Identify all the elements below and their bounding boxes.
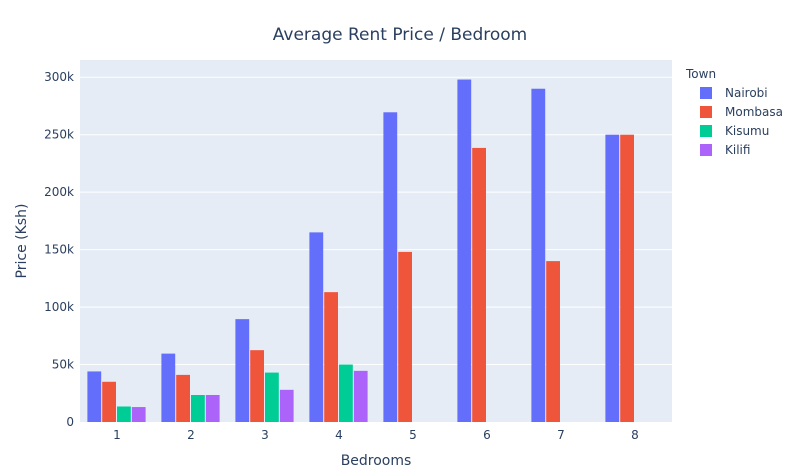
legend-swatch: [700, 144, 712, 156]
x-axis-title: Bedrooms: [341, 453, 412, 469]
bar-kisumu-4[interactable]: [339, 364, 353, 422]
x-tick-label: 4: [335, 428, 343, 442]
x-tick-label: 2: [187, 428, 195, 442]
legend-label: Kilifi: [725, 143, 750, 157]
y-tick-label: 100k: [44, 300, 74, 314]
bar-mombasa-4[interactable]: [324, 292, 338, 422]
y-tick-label: 150k: [44, 243, 74, 257]
x-tick-label: 3: [261, 428, 269, 442]
bar-kilifi-4[interactable]: [353, 370, 368, 422]
legend-swatch: [700, 106, 712, 118]
bar-nairobi-5[interactable]: [383, 112, 398, 423]
bar-mombasa-2[interactable]: [176, 374, 190, 422]
y-tick-label: 0: [66, 415, 74, 429]
bar-mombasa-7[interactable]: [546, 261, 560, 422]
chart-title: Average Rent Price / Bedroom: [273, 25, 527, 45]
legend-swatch: [700, 125, 712, 137]
bar-nairobi-8[interactable]: [605, 134, 620, 422]
y-axis-title: Price (Ksh): [14, 204, 30, 279]
bar-nairobi-1[interactable]: [87, 371, 102, 422]
bar-nairobi-4[interactable]: [309, 232, 324, 422]
plot-background: [80, 60, 672, 422]
x-tick-label: 7: [557, 428, 565, 442]
bar-nairobi-2[interactable]: [161, 353, 176, 422]
bar-kisumu-1[interactable]: [117, 406, 131, 422]
x-axis-ticks: 1 2 3 4 5 6 7 8: [113, 428, 639, 442]
x-tick-label: 5: [409, 428, 417, 442]
legend-label: Nairobi: [725, 86, 768, 100]
legend-item-kilifi[interactable]: Kilifi: [700, 143, 750, 157]
bar-mombasa-3[interactable]: [250, 350, 264, 422]
bar-mombasa-8[interactable]: [620, 134, 634, 422]
legend-title: Town: [685, 67, 716, 81]
bar-kilifi-2[interactable]: [205, 394, 220, 422]
legend-swatch: [700, 87, 712, 99]
legend-item-mombasa[interactable]: Mombasa: [700, 105, 783, 119]
bars: [87, 79, 634, 423]
y-tick-label: 250k: [44, 128, 74, 142]
bar-nairobi-6[interactable]: [457, 79, 472, 423]
legend-item-nairobi[interactable]: Nairobi: [700, 86, 768, 100]
bar-mombasa-1[interactable]: [102, 381, 116, 422]
y-tick-label: 200k: [44, 185, 74, 199]
bar-kisumu-2[interactable]: [191, 394, 205, 422]
y-tick-label: 50k: [52, 358, 74, 372]
x-tick-label: 6: [483, 428, 491, 442]
bar-nairobi-7[interactable]: [531, 88, 546, 422]
legend[interactable]: Town Nairobi Mombasa Kisumu Kilifi: [685, 67, 783, 157]
legend-item-kisumu[interactable]: Kisumu: [700, 124, 769, 138]
bar-mombasa-6[interactable]: [472, 147, 486, 422]
gridlines: [80, 76, 672, 366]
y-axis-ticks: 0 50k 100k 150k 200k 250k 300k: [44, 70, 74, 429]
y-tick-label: 300k: [44, 70, 74, 84]
legend-label: Mombasa: [725, 105, 783, 119]
bar-kilifi-3[interactable]: [279, 389, 294, 422]
x-tick-label: 1: [113, 428, 121, 442]
bar-nairobi-3[interactable]: [235, 319, 250, 422]
bar-kilifi-1[interactable]: [131, 407, 146, 422]
bar-kisumu-3[interactable]: [265, 372, 279, 422]
bar-mombasa-5[interactable]: [398, 251, 412, 422]
legend-label: Kisumu: [725, 124, 769, 138]
x-tick-label: 8: [631, 428, 639, 442]
